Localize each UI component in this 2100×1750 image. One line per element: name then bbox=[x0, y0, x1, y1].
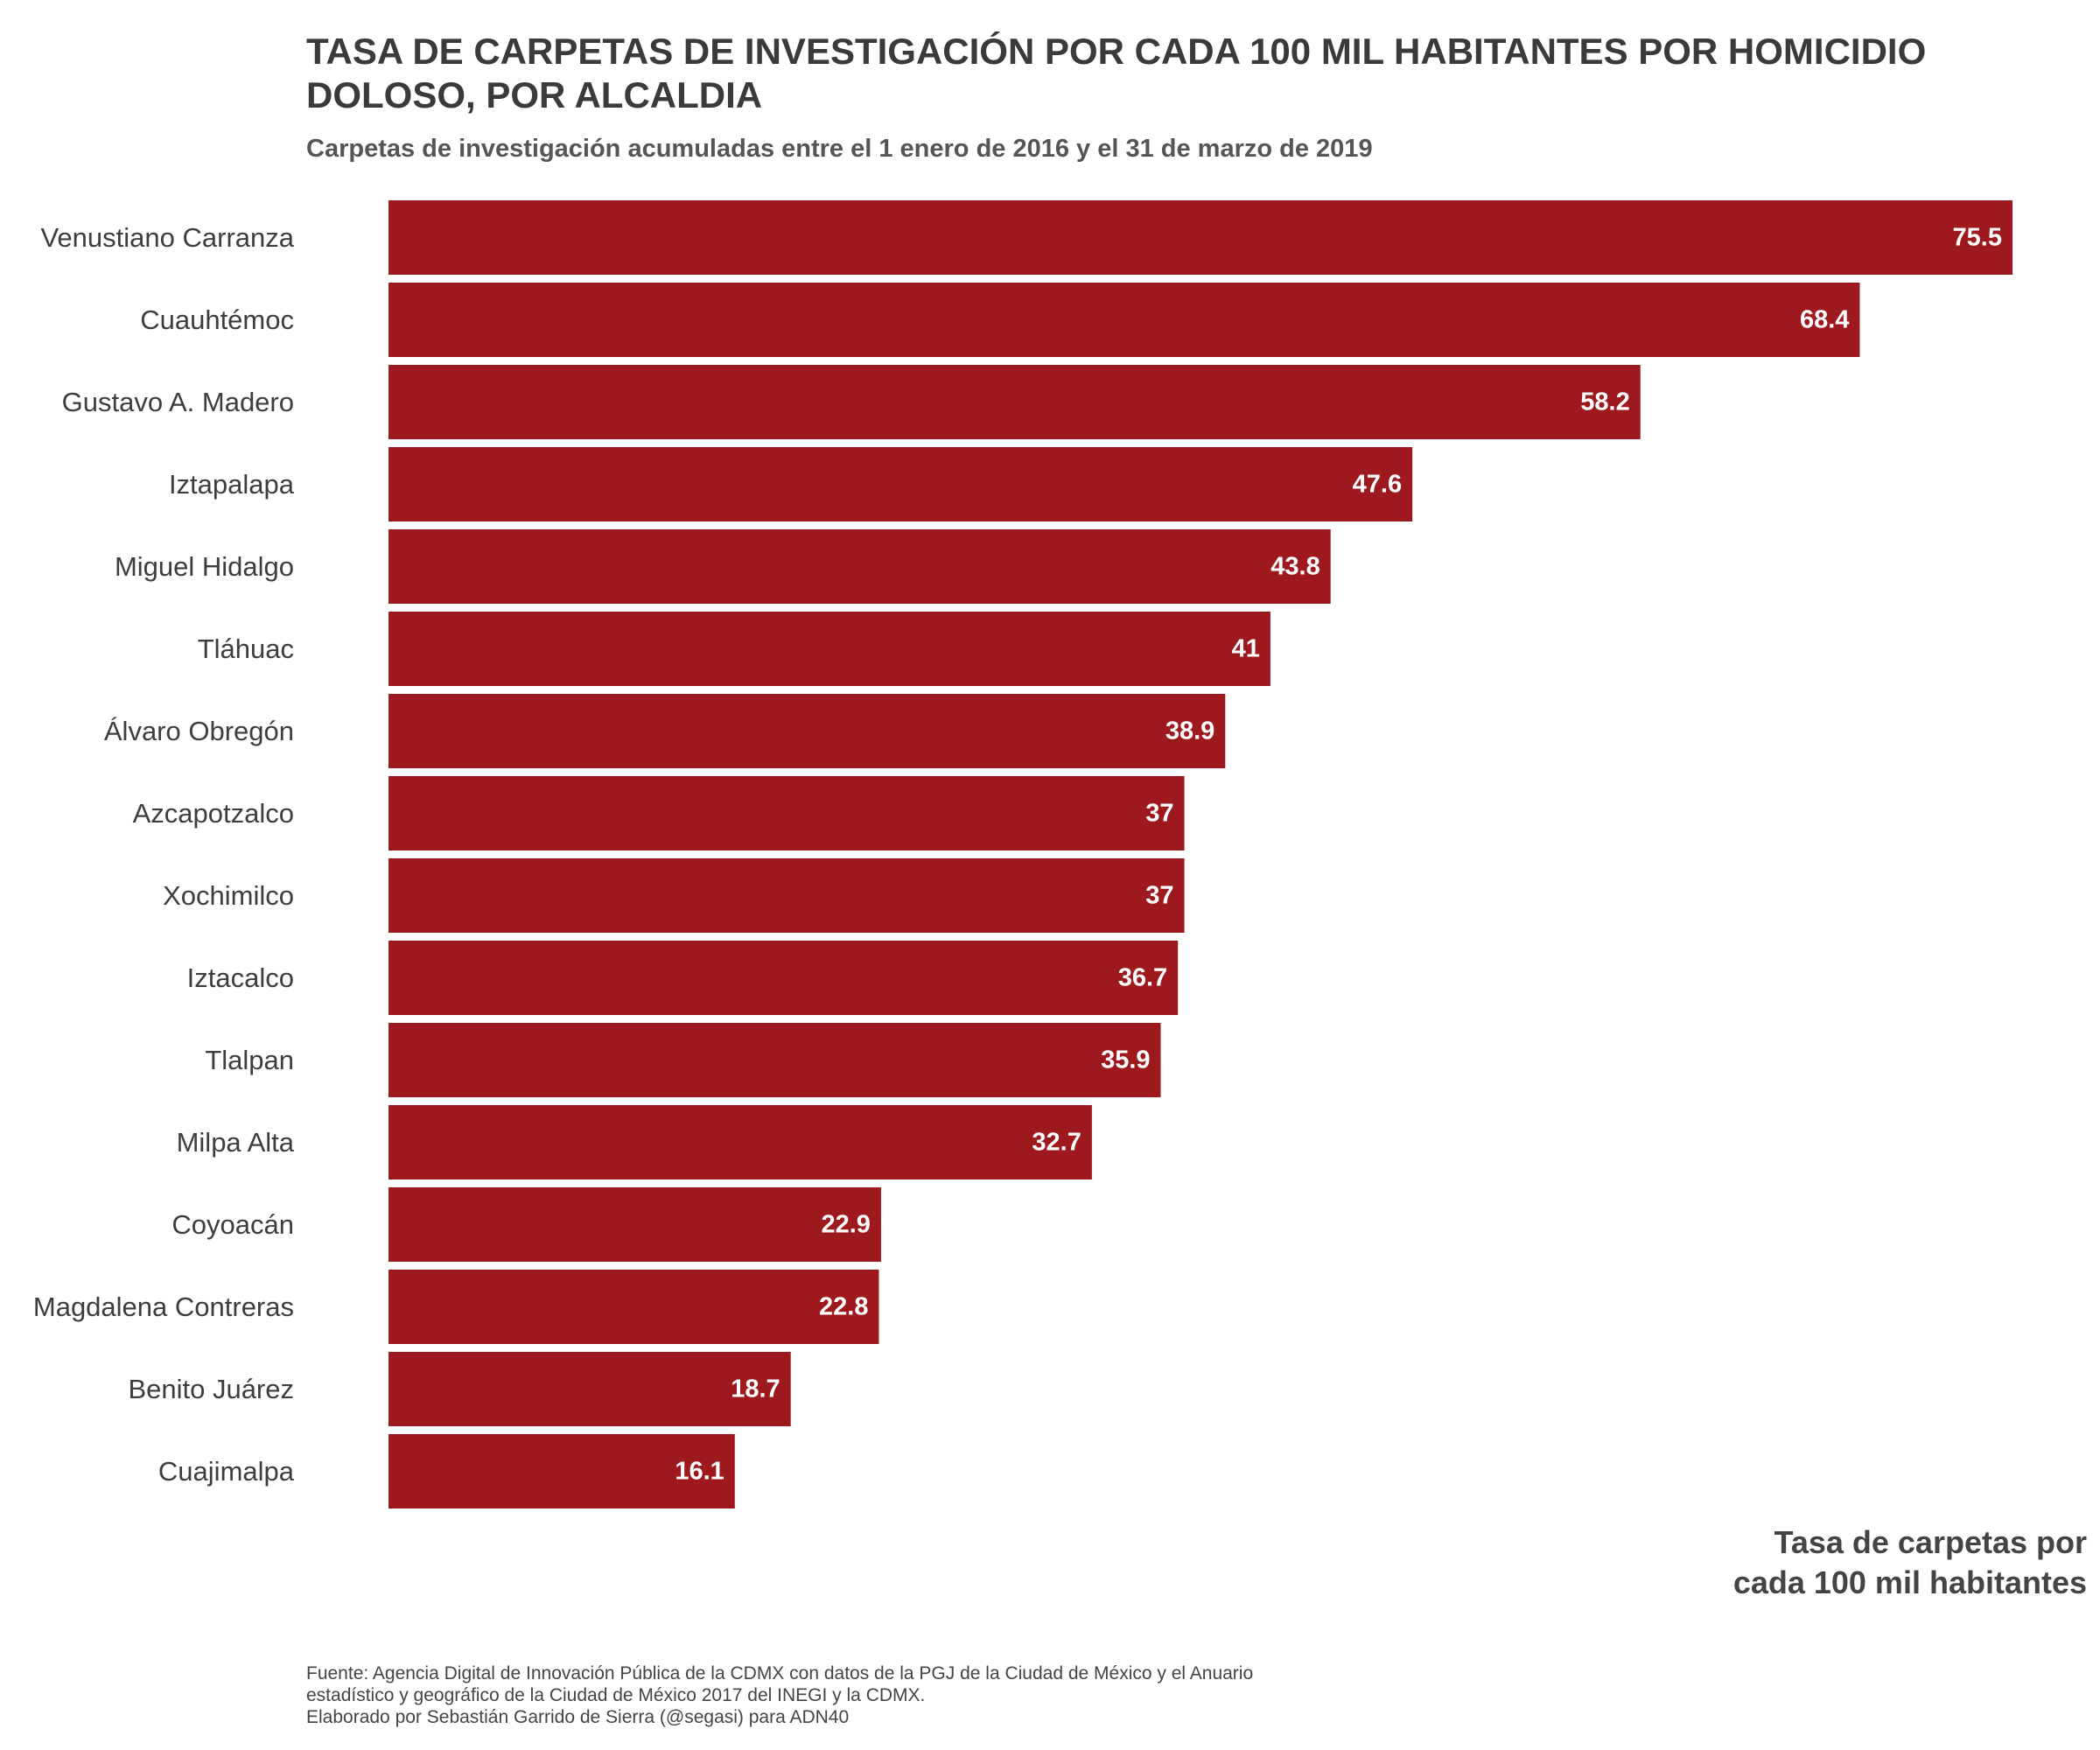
bar bbox=[388, 612, 1270, 686]
caption-line-3: Elaborado por Sebastián Garrido de Sierr… bbox=[306, 1707, 850, 1727]
bar bbox=[388, 1270, 879, 1344]
caption-line-2: estadístico y geográfico de la Ciudad de… bbox=[306, 1685, 926, 1705]
data-label: 37 bbox=[1145, 800, 1173, 828]
x-axis-title-line-1: Tasa de carpetas por bbox=[1774, 1524, 2088, 1560]
data-label: 75.5 bbox=[1953, 224, 2002, 252]
bar bbox=[388, 858, 1185, 933]
category-label: Álvaro Obregón bbox=[104, 716, 294, 746]
category-label: Miguel Hidalgo bbox=[115, 551, 294, 582]
data-label: 37 bbox=[1145, 882, 1173, 910]
category-label: Benito Juárez bbox=[128, 1374, 294, 1404]
category-label: Cuajimalpa bbox=[158, 1456, 295, 1487]
data-labels: 75.5 68.4 58.2 47.6 43.8 41 38.9 37 37 36.7 35.9 32… bbox=[675, 224, 2002, 1486]
caption: Fuente: Agencia Digital de Innovación Pú… bbox=[306, 1662, 1619, 1728]
category-label: Gustavo A. Madero bbox=[62, 387, 294, 417]
chart-subtitle: Carpetas de investigación acumuladas ent… bbox=[306, 135, 1373, 163]
caption-line-1: Fuente: Agencia Digital de Innovación Pú… bbox=[306, 1663, 1254, 1684]
bar bbox=[388, 1187, 881, 1262]
data-label: 41 bbox=[1232, 635, 1260, 663]
bar bbox=[388, 1352, 791, 1426]
data-label: 22.8 bbox=[819, 1293, 868, 1321]
data-label: 38.9 bbox=[1166, 718, 1214, 746]
category-label: Tláhuac bbox=[198, 634, 294, 664]
bar bbox=[388, 776, 1185, 850]
data-label: 35.9 bbox=[1101, 1046, 1150, 1074]
data-label: 16.1 bbox=[675, 1458, 724, 1486]
bar bbox=[388, 1434, 735, 1508]
bars-group bbox=[388, 200, 2012, 1508]
bar bbox=[388, 1105, 1092, 1180]
chart-title: TASA DE CARPETAS DE INVESTIGACIÓN POR CA… bbox=[306, 31, 1927, 116]
data-label: 18.7 bbox=[731, 1376, 780, 1404]
category-label: Azcapotzalco bbox=[133, 798, 294, 829]
x-axis-title: Tasa de carpetas por cada 100 mil habita… bbox=[1733, 1522, 2087, 1603]
bar bbox=[388, 447, 1413, 522]
bar bbox=[388, 1023, 1161, 1097]
data-label: 22.9 bbox=[821, 1211, 870, 1239]
bar bbox=[388, 694, 1226, 768]
category-label: Iztacalco bbox=[187, 962, 294, 993]
data-label: 32.7 bbox=[1032, 1129, 1081, 1157]
bar bbox=[388, 283, 1860, 357]
category-label: Tlalpan bbox=[205, 1045, 294, 1075]
bar bbox=[388, 941, 1179, 1015]
category-label: Iztapalapa bbox=[169, 469, 295, 500]
x-axis-title-line-2: cada 100 mil habitantes bbox=[1732, 1564, 2087, 1600]
category-label: Cuauhtémoc bbox=[140, 304, 294, 335]
category-label: Coyoacán bbox=[172, 1209, 294, 1240]
bar bbox=[388, 200, 2012, 275]
data-label: 47.6 bbox=[1353, 471, 1402, 499]
data-label: 58.2 bbox=[1580, 388, 1629, 416]
bar bbox=[388, 529, 1331, 604]
category-label: Milpa Alta bbox=[177, 1127, 295, 1158]
category-label: Xochimilco bbox=[163, 880, 294, 911]
data-label: 43.8 bbox=[1270, 553, 1320, 581]
bar bbox=[388, 365, 1641, 439]
category-label: Venustiano Carranza bbox=[40, 222, 294, 253]
data-label: 68.4 bbox=[1800, 306, 1849, 334]
category-label: Magdalena Contreras bbox=[33, 1292, 294, 1322]
data-label: 36.7 bbox=[1118, 964, 1167, 992]
category-labels: Venustiano Carranza Cuauhtémoc Gustavo A. … bbox=[33, 222, 295, 1487]
